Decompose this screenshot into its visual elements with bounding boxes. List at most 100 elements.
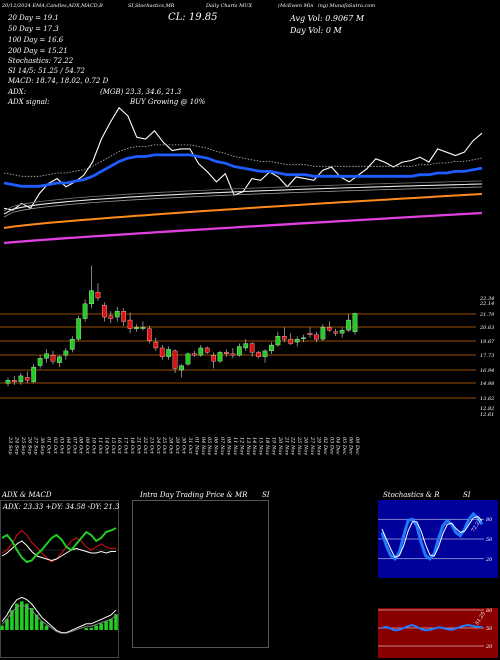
x-axis-label: 25 Oct [161,436,167,455]
candle-body [243,343,249,349]
header-line-right2: ing) MunafaSutra.com [318,3,376,9]
stoch-level-label: 50 [486,537,493,543]
candle-body [301,337,306,340]
x-axis-label: 31 Oct [187,437,193,455]
candle-body [37,358,43,366]
ema200-line [3,211,483,245]
si-line [381,623,483,632]
x-axis-label: 29 Nov [315,436,321,455]
x-axis-label: 04 Oct [65,437,71,455]
ema100-label: 100 Day = 16.6 [8,36,64,44]
macd-histogram-bar [0,625,4,630]
x-axis-label: 29 Oct [174,436,180,455]
candle-body [159,347,165,357]
price-level-label: 19.67 [480,339,495,345]
price-level-label: 13.62 [480,396,494,402]
price-level-label: 22.34 [479,296,494,302]
x-axis-label: 24 Oct [155,436,161,455]
x-axis-label: 27 Nov [309,436,315,455]
candle-body [333,331,339,334]
candle-body [320,327,326,340]
adx-label: ADX: [8,88,27,96]
candle-body [134,327,139,329]
x-axis-label: 01 Oct [46,437,52,455]
x-axis-label: 14 Nov [251,437,257,455]
candle-body [31,366,37,382]
x-axis-label: 07 Nov [219,437,225,455]
x-axis-label: 15 Oct [110,437,116,455]
x-axis-label: 18 Oct [129,437,135,455]
ema50-lower-line [3,186,483,218]
x-axis-label: 15 Nov [258,437,264,455]
macd-histogram-bar [39,621,44,630]
x-axis-label: 09 Dec [354,437,360,455]
candle-body [18,375,24,382]
x-axis-label: 26 Sep [26,436,32,455]
candle-body [179,365,184,371]
candle-body [127,319,133,329]
candle-body [230,353,236,356]
macd-histogram-bar [89,627,94,630]
candle-body [89,290,94,305]
x-axis-label: 06 Nov [213,437,219,455]
x-axis-label: 09 Oct [84,437,90,455]
x-axis-label: 03 Oct [58,437,64,455]
si-label: SI 14/5: 51.25 / 54.72 [8,67,85,75]
macd-histogram-bar [34,614,39,630]
macd-histogram-bar [84,627,89,630]
candle-body [50,355,56,362]
price-level-label: 21.79 [479,312,495,318]
candle-body [294,338,300,343]
x-axis-label: 05 Dec [341,437,347,455]
candle-body [198,347,204,356]
stoch-d-line [381,516,483,559]
ema100-line [3,193,483,229]
macd-histogram-bar [109,619,113,630]
x-axis-label: 08 Nov [225,437,231,455]
adx-signal-value: BUY Growing @ 10% [130,98,206,106]
macd-histogram-bar [20,601,24,630]
adx-lines [0,527,118,564]
candle-body [281,336,287,340]
ema20-label: 20 Day = 19.1 [8,14,59,22]
candle-body [326,327,332,331]
candle-body [249,343,255,353]
candle-body [140,327,146,329]
candle-body [339,330,345,334]
macd-histogram-bar [15,603,19,630]
x-axis-label: 05 Nov [206,437,212,455]
ema50-line [3,183,483,215]
x-axis-label: 11 Nov [232,437,238,455]
macd-histogram-bar [44,625,49,630]
ema50-shadow-line [3,180,483,212]
stoch-level-label: 20 [485,557,493,563]
x-axis-label: 21 Oct [136,436,142,455]
candle-body [44,353,49,359]
x-axis-label: 12 Nov [238,437,244,455]
x-axis-label: 25 Sep [20,436,26,455]
close-label: CL: 19.85 [168,12,218,23]
candle-body [102,305,107,318]
macd-histogram-bar [114,614,118,630]
candle-body [153,341,159,349]
adx-line [1,540,116,562]
intraday-title: Intra Day Trading Price & MR [140,491,248,499]
candle-body [121,311,127,322]
candle-body [346,319,351,331]
x-axis-label: 03 Dec [328,437,334,455]
candle-body [307,333,313,335]
price-level-label: 20.63 [479,325,494,331]
x-axis-label: 23 Sep [7,436,13,455]
plus-di-line [1,527,117,564]
ema50-label: 50 Day = 17.3 [8,25,59,33]
candle-body [352,313,358,332]
candle-body [76,318,82,340]
x-axis-label: 02 Oct [52,437,58,455]
macd-lines [0,596,118,634]
candle-body [12,380,17,382]
adx-macd-panel: ADX: 23.33 +DY: 34.58 -DY: 21.3 [0,500,120,658]
ema200-label: 200 Day = 15.21 [8,47,68,55]
header-line-mid: SI,Stochastics,MR [128,3,175,9]
